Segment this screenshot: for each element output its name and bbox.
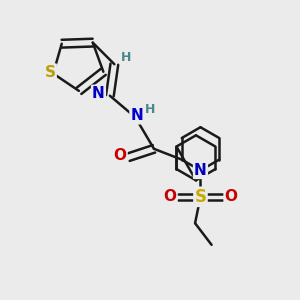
Text: N: N	[130, 108, 143, 123]
Text: S: S	[194, 188, 206, 206]
Text: O: O	[225, 189, 238, 204]
Text: N: N	[194, 163, 207, 178]
Text: H: H	[121, 51, 131, 64]
Text: O: O	[164, 189, 176, 204]
Text: N: N	[92, 86, 105, 101]
Text: O: O	[114, 148, 127, 163]
Text: S: S	[45, 64, 56, 80]
Text: H: H	[145, 103, 155, 116]
